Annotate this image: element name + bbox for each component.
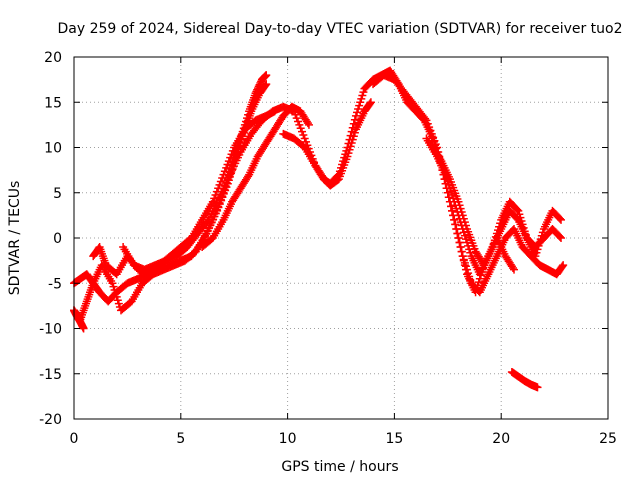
data-point (450, 215, 459, 224)
y-axis-label: SDTVAR / TECUs (7, 181, 23, 296)
data-point (513, 205, 522, 214)
y-tick-labels: 20 15 10 5 0 -5 -10 -15 -20 (39, 50, 62, 428)
x-tick-label: 0 (70, 431, 79, 447)
y-tick-label: 20 (44, 50, 62, 66)
data-point (533, 383, 542, 392)
y-tick-label: -20 (39, 412, 62, 428)
y-tick-label: 0 (53, 231, 62, 247)
y-tick-label: -15 (39, 367, 62, 383)
data-points (70, 66, 568, 392)
data-point (454, 234, 463, 242)
y-tick-label: 15 (44, 95, 62, 111)
series-arc-9 (428, 143, 566, 270)
data-point (453, 229, 462, 238)
axis-ticks (73, 56, 609, 420)
series-arc-11 (70, 306, 88, 333)
data-point (203, 217, 212, 226)
data-point (510, 265, 519, 274)
data-point (455, 238, 464, 247)
data-point (456, 243, 465, 252)
series-arc-7 (369, 71, 568, 297)
data-point (303, 119, 312, 128)
series-arc-10 (507, 367, 542, 392)
data-point (366, 98, 375, 107)
x-tick-label: 15 (385, 431, 403, 447)
y-tick-label: -10 (39, 322, 62, 338)
series-arc-5 (279, 98, 375, 190)
data-point (457, 247, 466, 256)
data-point (447, 202, 456, 211)
x-axis-label: GPS time / hours (281, 459, 398, 475)
x-tick-label: 5 (176, 431, 185, 447)
y-tick-label: -5 (48, 276, 62, 292)
data-point (366, 99, 375, 108)
x-tick-label: 25 (599, 431, 617, 447)
data-point (557, 215, 566, 224)
y-tick-label: 10 (44, 141, 62, 157)
data-point (261, 81, 270, 90)
data-point (558, 262, 567, 271)
data-point (304, 120, 313, 129)
data-point (557, 234, 566, 242)
data-point (555, 214, 564, 223)
x-tick-labels: 0 5 10 15 20 25 (70, 431, 617, 447)
data-point (262, 80, 271, 89)
data-point (559, 261, 568, 270)
x-tick-label: 20 (492, 431, 510, 447)
x-tick-label: 10 (279, 431, 297, 447)
series-arc-6 (198, 102, 313, 252)
data-point (448, 206, 457, 215)
chart-title: Day 259 of 2024, Sidereal Day-to-day VTE… (57, 21, 622, 37)
data-point (79, 324, 88, 333)
y-tick-label: 5 (53, 186, 62, 202)
data-point (421, 114, 430, 123)
data-point (451, 220, 460, 229)
data-point (508, 263, 517, 272)
data-point (262, 71, 271, 80)
data-point (555, 232, 564, 241)
